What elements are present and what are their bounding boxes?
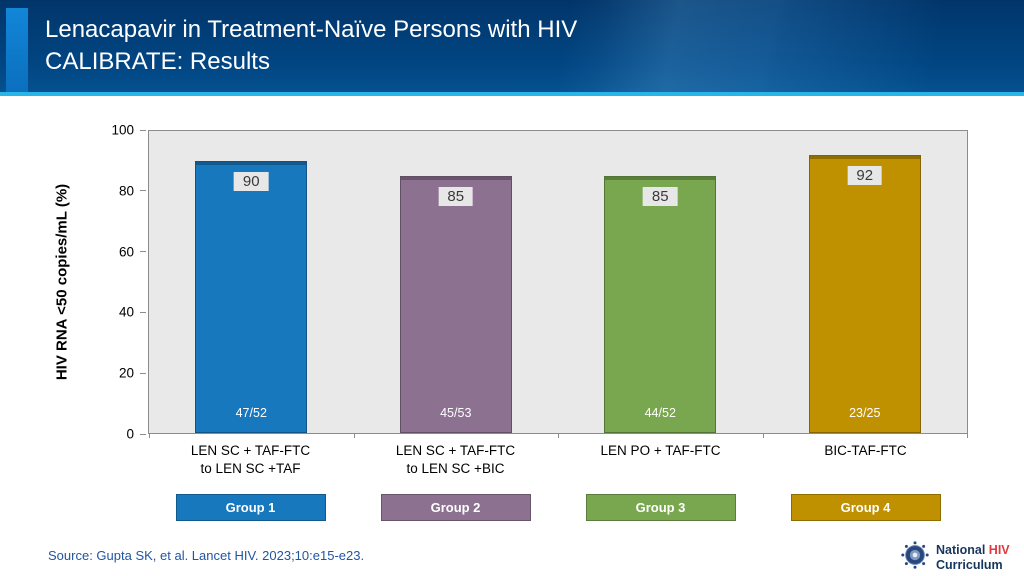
category-label: LEN SC + TAF-FTC to LEN SC +BIC bbox=[395, 443, 516, 476]
nhc-logo: National HIV Curriculum bbox=[900, 540, 1010, 575]
bar-top-edge bbox=[809, 156, 920, 160]
x-tick-mark bbox=[353, 433, 355, 438]
y-tick-mark bbox=[140, 190, 146, 192]
legend-cell: Group 4 bbox=[763, 494, 968, 521]
bar-column: 85 44/52 bbox=[558, 131, 763, 433]
bar-column: 85 45/53 bbox=[354, 131, 559, 433]
y-tick-label: 60 bbox=[118, 244, 134, 260]
bar-column: 90 47/52 bbox=[149, 131, 354, 433]
bar-fraction-label: 44/52 bbox=[644, 406, 676, 420]
y-tick-label: 100 bbox=[111, 122, 134, 138]
y-axis-ticks: 0 20 40 60 80 100 bbox=[90, 123, 146, 442]
bar-group-3: 85 44/52 bbox=[604, 176, 717, 433]
nhc-logo-word-curriculum: Curriculum bbox=[936, 557, 1003, 572]
y-tick-mark bbox=[140, 311, 146, 313]
nhc-logo-text: National HIV Curriculum bbox=[936, 543, 1010, 573]
y-tick-label: 0 bbox=[126, 426, 134, 442]
page-title-line1: Lenacapavir in Treatment-Naïve Persons w… bbox=[45, 16, 578, 43]
bar-value-label: 85 bbox=[642, 187, 678, 207]
y-tick-label: 20 bbox=[118, 365, 134, 381]
y-tick-label: 40 bbox=[118, 304, 134, 320]
y-axis-title: HIV RNA <50 copies/mL (%) bbox=[53, 183, 71, 381]
bar-group-2: 85 45/53 bbox=[399, 176, 512, 433]
nhc-logo-word-hiv: HIV bbox=[988, 542, 1010, 557]
legend-item-group-4: Group 4 bbox=[790, 494, 941, 521]
page-title-line2: CALIBRATE: Results bbox=[45, 48, 270, 75]
page-title: Lenacapavir in Treatment-Naïve Persons w… bbox=[45, 14, 577, 78]
header-accent-strip bbox=[6, 8, 28, 92]
legend-item-group-2: Group 2 bbox=[380, 494, 531, 521]
y-tick-mark bbox=[140, 433, 146, 435]
bar-value-label: 85 bbox=[438, 187, 474, 207]
legend-cell: Group 3 bbox=[558, 494, 763, 521]
y-tick-mark bbox=[140, 372, 146, 374]
bar-value-label: 92 bbox=[847, 166, 883, 186]
y-tick-mark bbox=[140, 129, 146, 131]
category-label: LEN PO + TAF-FTC bbox=[600, 443, 721, 458]
bar-group-4: 92 23/25 bbox=[808, 155, 921, 433]
nhc-logo-icon bbox=[900, 540, 930, 575]
slide-header: Lenacapavir in Treatment-Naïve Persons w… bbox=[0, 0, 1024, 92]
bar-fraction-label: 23/25 bbox=[849, 406, 881, 420]
bar-fraction-label: 47/52 bbox=[235, 406, 267, 420]
bar-top-edge bbox=[605, 177, 716, 181]
x-tick-mark bbox=[762, 433, 764, 438]
bar-value-label: 90 bbox=[233, 172, 269, 192]
legend-item-group-3: Group 3 bbox=[585, 494, 736, 521]
bar-top-edge bbox=[196, 162, 307, 166]
legend-cell: Group 1 bbox=[148, 494, 353, 521]
source-citation: Source: Gupta SK, et al. Lancet HIV. 202… bbox=[48, 548, 365, 563]
header-divider-line bbox=[0, 92, 1024, 96]
category-label: LEN SC + TAF-FTC to LEN SC +TAF bbox=[190, 443, 311, 476]
bar-top-edge bbox=[400, 177, 511, 181]
bar-group-1: 90 47/52 bbox=[195, 161, 308, 433]
plot-area: 90 47/52 85 45/53 85 44/52 92 23/25 bbox=[148, 130, 968, 438]
chart-legend: Group 1 Group 2 Group 3 Group 4 bbox=[148, 494, 968, 521]
x-tick-mark bbox=[558, 433, 559, 438]
legend-item-group-1: Group 1 bbox=[175, 494, 326, 521]
y-tick-mark bbox=[140, 251, 146, 253]
nhc-logo-word-national: National bbox=[936, 542, 986, 557]
x-tick-mark bbox=[967, 433, 968, 438]
bar-column: 92 23/25 bbox=[763, 131, 968, 433]
legend-cell: Group 2 bbox=[353, 494, 558, 521]
bar-fraction-label: 45/53 bbox=[440, 406, 472, 420]
y-tick-label: 80 bbox=[118, 183, 134, 199]
bar-columns: 90 47/52 85 45/53 85 44/52 92 23/25 bbox=[149, 131, 967, 433]
category-label: BIC-TAF-FTC bbox=[824, 443, 907, 458]
x-axis-category-labels: LEN SC + TAF-FTC to LEN SC +TAF LEN SC + T… bbox=[148, 442, 968, 478]
x-tick-mark bbox=[149, 433, 150, 438]
